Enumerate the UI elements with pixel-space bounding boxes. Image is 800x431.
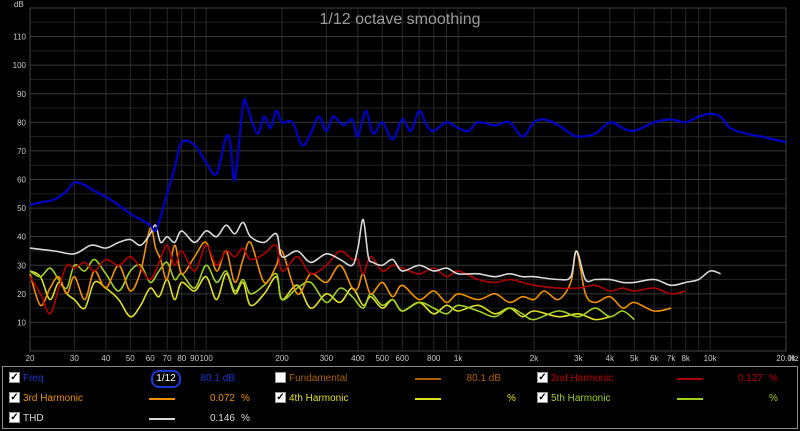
y-axis-label: dB bbox=[14, 0, 24, 9]
x-tick-label: 800 bbox=[427, 354, 441, 363]
legend-swatch-fundamental bbox=[415, 378, 441, 380]
y-tick-label: 110 bbox=[13, 33, 26, 42]
series-line-4th-harmonic bbox=[29, 270, 611, 321]
smoothing-selector[interactable]: 1/12 bbox=[151, 370, 181, 388]
checkbox-3rd-harmonic[interactable]: ✓ bbox=[9, 392, 20, 403]
x-tick-label: 300 bbox=[320, 354, 334, 363]
y-tick-label: 80 bbox=[17, 118, 26, 127]
legend-swatch-4th-harmonic bbox=[415, 398, 441, 400]
checkbox-thd[interactable]: ✓ bbox=[9, 412, 20, 423]
legend-value-freq: 80.1 dB bbox=[200, 373, 235, 384]
x-tick-label: 600 bbox=[396, 354, 410, 363]
y-tick-label: 90 bbox=[17, 90, 26, 99]
x-axis-unit-label: Hz bbox=[789, 354, 799, 363]
legend-value-3rd-harmonic: 0.072 bbox=[209, 393, 235, 404]
legend-label-thd: THD bbox=[23, 413, 44, 424]
x-tick-label: 2k bbox=[530, 354, 539, 363]
x-tick-label: 70 bbox=[163, 354, 172, 363]
x-tick-label: 1k bbox=[454, 354, 463, 363]
series-line-2nd-harmonic bbox=[29, 243, 686, 315]
y-tick-label: 50 bbox=[17, 204, 26, 213]
legend-item-thd: ✓ THD 0.146% bbox=[7, 408, 265, 428]
y-tick-label: 40 bbox=[17, 233, 26, 242]
legend-swatch-3rd-harmonic bbox=[149, 398, 175, 400]
y-tick-label: 60 bbox=[17, 176, 26, 185]
x-tick-label: 7k bbox=[667, 354, 676, 363]
legend-item-freq: ✓ Freq 1/12 80.1 dB bbox=[7, 368, 265, 388]
x-tick-label: 200 bbox=[275, 354, 289, 363]
legend-unit-5th-harmonic: % bbox=[769, 393, 778, 404]
x-tick-label: 30 bbox=[70, 354, 79, 363]
y-tick-label: 30 bbox=[17, 261, 26, 270]
x-tick-label: 6k bbox=[650, 354, 659, 363]
x-tick-label: 100 bbox=[199, 354, 213, 363]
x-tick-label: 400 bbox=[351, 354, 365, 363]
x-tick-label: 90 bbox=[190, 354, 199, 363]
checkbox-fundamental[interactable] bbox=[275, 372, 286, 383]
chart-title: 1/12 octave smoothing bbox=[320, 11, 481, 28]
x-tick-label: 50 bbox=[126, 354, 135, 363]
legend-value-fundamental: 80.1 dB bbox=[466, 373, 501, 384]
x-tick-label: 80 bbox=[177, 354, 186, 363]
legend-row: ✓ Freq 1/12 80.1 dB Fundamental 80.1 dB ✓ 2nd H… bbox=[3, 368, 797, 388]
chart-background bbox=[0, 0, 800, 365]
y-tick-label: 20 bbox=[17, 290, 26, 299]
y-tick-label: 10 bbox=[17, 318, 26, 327]
legend-unit-4th-harmonic: % bbox=[507, 393, 516, 404]
legend-label-fundamental: Fundamental bbox=[289, 373, 348, 384]
checkbox-2nd-harmonic[interactable]: ✓ bbox=[537, 372, 548, 383]
legend-label-freq: Freq bbox=[23, 373, 44, 384]
x-tick-label: 40 bbox=[101, 354, 110, 363]
checkbox-5th-harmonic[interactable]: ✓ bbox=[537, 392, 548, 403]
x-tick-label: 20.0k bbox=[776, 354, 797, 363]
x-tick-label: 4k bbox=[606, 354, 615, 363]
legend-unit-3rd-harmonic: % bbox=[241, 393, 250, 404]
series-line-thd bbox=[29, 218, 721, 287]
legend-label-5th-harmonic: 5th Harmonic bbox=[551, 393, 611, 404]
x-tick-label: 5k bbox=[630, 354, 639, 363]
chart-series bbox=[29, 98, 787, 321]
legend-item-5th-harmonic: ✓ 5th Harmonic% bbox=[535, 388, 793, 408]
legend-label-4th-harmonic: 4th Harmonic bbox=[289, 393, 349, 404]
legend-label-3rd-harmonic: 3rd Harmonic bbox=[23, 393, 84, 404]
y-tick-label: 70 bbox=[17, 147, 26, 156]
x-tick-label: 8k bbox=[681, 354, 690, 363]
legend-label-2nd-harmonic: 2nd Harmonic bbox=[551, 373, 614, 384]
legend-swatch-2nd-harmonic bbox=[677, 378, 703, 380]
x-tick-label: 3k bbox=[574, 354, 583, 363]
legend-item-2nd-harmonic: ✓ 2nd Harmonic 0.127% bbox=[535, 368, 793, 388]
legend-unit-thd: % bbox=[241, 413, 250, 424]
legend-panel: ✓ Freq 1/12 80.1 dB Fundamental 80.1 dB ✓ 2nd H… bbox=[2, 366, 798, 429]
chart-grid bbox=[29, 7, 787, 352]
checkbox-freq[interactable]: ✓ bbox=[9, 372, 20, 383]
legend-item-fundamental: Fundamental 80.1 dB bbox=[273, 368, 531, 388]
legend-value-thd: 0.146 bbox=[209, 413, 235, 424]
series-line-fundamental bbox=[29, 98, 787, 233]
legend-swatch-5th-harmonic bbox=[677, 398, 703, 400]
x-tick-label: 20 bbox=[26, 354, 35, 363]
x-tick-label: 10k bbox=[704, 354, 718, 363]
legend-item-4th-harmonic: ✓ 4th Harmonic% bbox=[273, 388, 531, 408]
y-tick-label: 100 bbox=[13, 61, 27, 70]
x-tick-label: 60 bbox=[146, 354, 155, 363]
legend-row: ✓ THD 0.146% bbox=[3, 408, 797, 428]
legend-value-2nd-harmonic: 0.127 bbox=[737, 373, 763, 384]
legend-item-3rd-harmonic: ✓ 3rd Harmonic 0.072% bbox=[7, 388, 265, 408]
legend-row: ✓ 3rd Harmonic 0.072% ✓ 4th Harmonic% ✓ 5th Ha… bbox=[3, 388, 797, 408]
checkbox-4th-harmonic[interactable]: ✓ bbox=[275, 392, 286, 403]
series-line-5th-harmonic bbox=[29, 258, 635, 321]
legend-unit-2nd-harmonic: % bbox=[769, 373, 778, 384]
x-tick-label: 500 bbox=[376, 354, 390, 363]
legend-swatch-thd bbox=[149, 418, 175, 420]
